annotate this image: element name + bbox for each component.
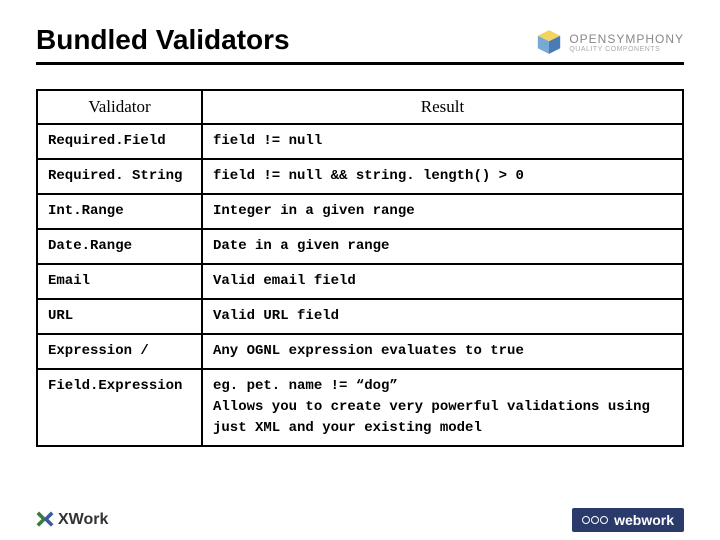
cell-result: Date in a given range <box>202 229 683 264</box>
page-title: Bundled Validators <box>36 24 290 56</box>
table-row: Expression / Any OGNL expression evaluat… <box>37 334 683 369</box>
logo-text-block: OPENSYMPHONY QUALITY COMPONENTS <box>569 32 684 53</box>
webwork-dots-icon <box>582 516 608 524</box>
opensymphony-logo: OPENSYMPHONY QUALITY COMPONENTS <box>535 28 684 56</box>
cell-result: Any OGNL expression evaluates to true <box>202 334 683 369</box>
cell-validator: Int.Range <box>37 194 202 229</box>
table-row: Int.Range Integer in a given range <box>37 194 683 229</box>
cell-validator: Required. String <box>37 159 202 194</box>
slide: Bundled Validators OPENSYMPHONY QUALITY … <box>0 0 720 540</box>
cell-result: Valid URL field <box>202 299 683 334</box>
validators-table: Validator Result Required.Field field !=… <box>36 89 684 447</box>
logo-subtitle: QUALITY COMPONENTS <box>569 46 684 53</box>
cell-validator: Date.Range <box>37 229 202 264</box>
webwork-logo: webwork <box>572 508 684 532</box>
cell-result: Integer in a given range <box>202 194 683 229</box>
table-row: Field.Expression eg. pet. name != “dog” … <box>37 369 683 446</box>
cell-validator: Expression / <box>37 334 202 369</box>
footer: XWork webwork <box>0 508 720 532</box>
table-row: Email Valid email field <box>37 264 683 299</box>
xwork-text: XWork <box>58 511 108 529</box>
logo-name: OPENSYMPHONY <box>569 32 684 46</box>
table-row: URL Valid URL field <box>37 299 683 334</box>
webwork-text: webwork <box>614 512 674 528</box>
header-row: Bundled Validators OPENSYMPHONY QUALITY … <box>36 24 684 62</box>
table-row: Required. String field != null && string… <box>37 159 683 194</box>
table-row: Date.Range Date in a given range <box>37 229 683 264</box>
table-header-row: Validator Result <box>37 90 683 124</box>
cell-validator: Required.Field <box>37 124 202 159</box>
cube-icon <box>535 28 563 56</box>
cell-result: Valid email field <box>202 264 683 299</box>
xwork-icon <box>36 511 54 529</box>
cell-validator: Field.Expression <box>37 369 202 446</box>
col-header-validator: Validator <box>37 90 202 124</box>
table-row: Required.Field field != null <box>37 124 683 159</box>
cell-result: field != null <box>202 124 683 159</box>
col-header-result: Result <box>202 90 683 124</box>
cell-result: eg. pet. name != “dog” Allows you to cre… <box>202 369 683 446</box>
xwork-logo: XWork <box>36 511 108 529</box>
title-block: Bundled Validators <box>36 24 290 62</box>
cell-validator: URL <box>37 299 202 334</box>
cell-validator: Email <box>37 264 202 299</box>
title-underline <box>36 62 684 65</box>
cell-result: field != null && string. length() > 0 <box>202 159 683 194</box>
